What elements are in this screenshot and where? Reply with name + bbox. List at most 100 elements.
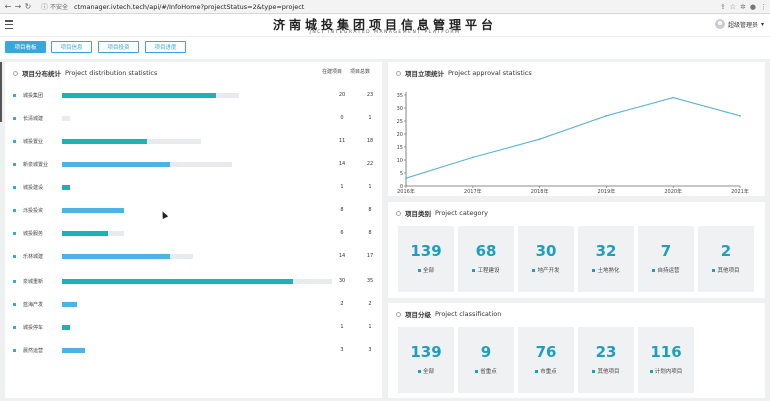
more-icon[interactable]: ⋮: [760, 3, 767, 11]
progress-fill: [62, 93, 216, 98]
col-header-active: 在建项目: [322, 68, 342, 75]
progress-fill: [62, 302, 77, 307]
tab-investment[interactable]: 项目投资: [98, 41, 139, 53]
distribution-row[interactable]: 新泉城置业 14 22: [5, 159, 387, 171]
info-icon: [13, 71, 18, 76]
category-title-en: Project category: [435, 209, 488, 217]
stat-label: 省重点: [458, 367, 514, 375]
stat-value: 2: [698, 242, 754, 260]
profile-icon[interactable]: ●: [750, 3, 756, 11]
user-menu[interactable]: 超级管理员 ▾: [715, 19, 764, 29]
x-tick-label: 2018年: [531, 188, 549, 195]
caret-down-icon[interactable]: ▾: [761, 21, 764, 28]
x-tick-label: 2016年: [397, 188, 415, 195]
progress-fill: [62, 325, 70, 330]
active-count: 1: [330, 324, 354, 330]
stat-label: 地产开发: [518, 266, 574, 274]
total-count: 1: [358, 184, 382, 190]
total-count: 22: [358, 161, 382, 167]
classification-stat-card[interactable]: 23 其他项目: [578, 327, 634, 393]
active-count: 1: [330, 184, 354, 190]
collapse-handle[interactable]: [0, 62, 2, 122]
total-count: 18: [358, 138, 382, 144]
bullet-icon: [13, 326, 16, 329]
classification-stat-card[interactable]: 76 市重点: [518, 327, 574, 393]
classification-title: 项目分级 Project classification: [396, 309, 501, 319]
distribution-row[interactable]: 城投建设 1 1: [5, 182, 387, 194]
category-stat-card[interactable]: 2 其他项目: [698, 226, 754, 292]
y-tick-label: 35: [397, 93, 403, 99]
category-stat-card[interactable]: 139 全部: [398, 226, 454, 292]
y-tick-label: 10: [397, 158, 403, 164]
stat-value: 30: [518, 242, 574, 260]
row-name: 新泉城置业: [23, 161, 48, 168]
avatar[interactable]: [715, 19, 725, 29]
x-tick-label: 2020年: [664, 188, 682, 195]
user-name[interactable]: 超级管理员: [728, 20, 758, 29]
bullet-icon: [13, 255, 16, 258]
distribution-row[interactable]: 城投置业 11 18: [5, 136, 387, 148]
tab-bar: 项目看板 项目信息 项目投资 项目进度: [0, 36, 770, 59]
category-stat-card[interactable]: 32 土地熟化: [578, 226, 634, 292]
distribution-row[interactable]: 城投服务 6 8: [5, 228, 387, 240]
row-name: 蓝海产发: [23, 301, 43, 308]
total-count: 8: [358, 207, 382, 213]
progress-fill: [62, 139, 147, 144]
distribution-row[interactable]: 泉城重新 30 35: [5, 276, 387, 288]
stat-value: 68: [458, 242, 514, 260]
distribution-row[interactable]: 城投集团 20 23: [5, 90, 387, 102]
insecure-label[interactable]: 不安全: [50, 2, 68, 11]
distribution-row[interactable]: 晨然运营 3 3: [5, 345, 387, 357]
stat-label: 全部: [398, 266, 454, 274]
distribution-row[interactable]: 蓝海产发 2 2: [5, 299, 387, 311]
progress-fill: [62, 162, 170, 167]
warning-icon[interactable]: ⓘ: [41, 2, 48, 12]
y-tick-label: 30: [397, 106, 403, 112]
distribution-row[interactable]: 长清城建 0 1: [5, 113, 387, 125]
reload-icon[interactable]: ↻: [23, 1, 33, 13]
progress-fill: [62, 116, 64, 121]
classification-stat-card[interactable]: 116 计划内项目: [638, 327, 694, 393]
stat-label: 其他项目: [698, 266, 754, 274]
tab-info[interactable]: 项目信息: [51, 41, 92, 53]
category-stat-card[interactable]: 30 地产开发: [518, 226, 574, 292]
category-stat-card[interactable]: 68 工程建设: [458, 226, 514, 292]
category-stat-card[interactable]: 7 自持运营: [638, 226, 694, 292]
distribution-title-en: Project distribution statistics: [65, 69, 157, 77]
classification-title-en: Project classification: [435, 310, 501, 318]
extensions-icon[interactable]: ✲: [740, 3, 746, 11]
back-icon[interactable]: ←: [3, 1, 13, 13]
y-tick-label: 5: [400, 171, 403, 177]
total-count: 23: [358, 92, 382, 98]
tab-dashboard[interactable]: 项目看板: [5, 41, 46, 53]
y-tick-label: 15: [397, 145, 403, 151]
distribution-row[interactable]: 泺投投资 8 8: [5, 205, 387, 217]
distribution-title: 项目分布统计 Project distribution statistics: [13, 68, 157, 78]
active-count: 6: [330, 230, 354, 236]
star-icon[interactable]: ☆: [730, 3, 736, 11]
bullet-icon: [13, 94, 16, 97]
distribution-row[interactable]: 城投停车 1 1: [5, 322, 387, 334]
classification-stat-card[interactable]: 9 省重点: [458, 327, 514, 393]
distribution-row[interactable]: 乐林城建 14 17: [5, 251, 387, 263]
approval-series-line: [406, 98, 740, 179]
stat-label: 计划内项目: [638, 367, 694, 375]
progress-fill: [62, 279, 293, 284]
data-point: [405, 177, 407, 179]
active-count: 30: [330, 278, 354, 284]
category-panel: 项目类别 Project category 139 全部 68 工程建设 30 地产开发 3…: [388, 202, 765, 298]
stat-value: 7: [638, 242, 694, 260]
progress-fill: [62, 348, 85, 353]
forward-icon[interactable]: →: [13, 1, 23, 13]
info-icon: [396, 211, 401, 216]
browser-toolbar: ← → ↻ ⓘ 不安全 ctmanager.ivtech.tech/api/#/…: [0, 0, 770, 14]
address-bar[interactable]: ctmanager.ivtech.tech/api/#/InfoHome?pro…: [74, 3, 304, 11]
x-tick-label: 2021年: [731, 188, 749, 195]
stat-value: 116: [638, 343, 694, 361]
info-icon: [396, 312, 401, 317]
stat-label: 自持运营: [638, 266, 694, 274]
row-name: 城投建设: [23, 184, 43, 191]
tab-progress[interactable]: 项目进度: [145, 41, 186, 53]
share-icon[interactable]: ⇪: [720, 3, 726, 11]
classification-stat-card[interactable]: 139 全部: [398, 327, 454, 393]
